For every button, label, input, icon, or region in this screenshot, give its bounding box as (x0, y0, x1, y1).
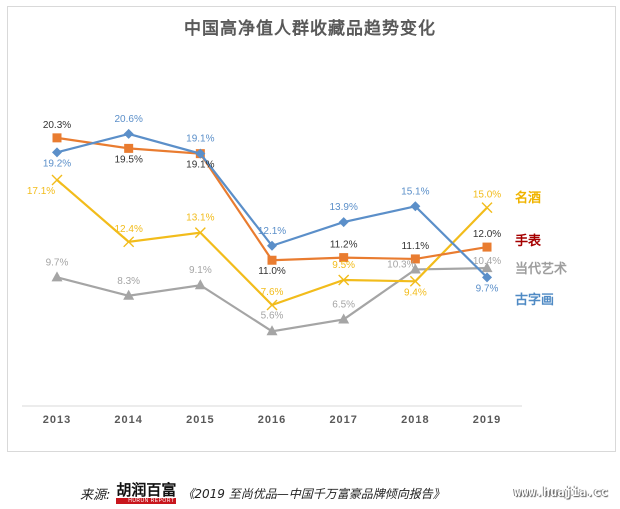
series-当代艺术 (51, 262, 493, 336)
x-tick-label: 2016 (258, 414, 286, 426)
data-point-marker (51, 174, 63, 186)
data-point-marker (409, 275, 421, 287)
hurun-logo-cn: 胡润百富 (116, 480, 177, 499)
data-point-marker (123, 128, 134, 139)
source-prefix: 来源: (80, 487, 111, 503)
data-labels-layer: 9.7% 8.3% 9.1% 5.6% 6.5% 10.3% 10.4% 17.1% 12.4%… (27, 114, 501, 321)
data-point-marker (266, 325, 278, 336)
data-point-marker (194, 279, 206, 290)
data-point-marker (52, 147, 62, 158)
data-point-marker (267, 255, 277, 265)
data-label: 17.1% (27, 186, 55, 197)
data-label: 19.5% (114, 154, 142, 165)
hurun-logo: 胡润百富 HURUN REPORT (116, 480, 177, 504)
data-point-marker (194, 227, 206, 239)
data-label: 9.7% (476, 283, 499, 294)
data-label: 11.1% (402, 241, 430, 252)
legend-item: 古字画 (515, 292, 554, 308)
data-point-marker (410, 201, 421, 212)
data-point-marker (51, 271, 63, 282)
data-label: 9.4% (404, 287, 427, 298)
data-label: 13.9% (330, 202, 358, 213)
data-label: 7.6% (261, 287, 284, 298)
data-label: 5.6% (261, 310, 284, 321)
data-label: 20.6% (114, 114, 142, 125)
data-label: 19.1% (186, 160, 214, 171)
data-point-marker (482, 242, 492, 252)
data-label: 11.2% (330, 240, 358, 251)
data-label: 19.1% (186, 134, 214, 145)
data-point-marker (410, 254, 420, 264)
data-point-marker (124, 143, 134, 153)
data-point-marker (338, 217, 349, 228)
data-label: 10.3% (387, 259, 415, 270)
data-label: 12.1% (258, 226, 286, 237)
data-point-marker (481, 202, 493, 214)
data-point-marker (338, 313, 350, 324)
legend-item: 手表 (515, 233, 542, 249)
data-label: 13.1% (186, 213, 214, 224)
data-label: 9.1% (189, 265, 212, 276)
data-point-marker (339, 253, 349, 263)
data-label: 12.0% (473, 229, 501, 240)
data-point-marker (123, 236, 135, 248)
legend-item: 当代艺术 (515, 261, 567, 277)
series-名酒 (51, 174, 493, 311)
legend-item: 名酒 (515, 190, 541, 206)
data-point-marker (409, 263, 421, 274)
data-point-marker (266, 299, 278, 311)
x-tick-label: 2019 (473, 414, 501, 426)
x-tick-label: 2015 (186, 414, 214, 426)
data-label: 9.5% (332, 260, 355, 271)
data-label: 20.3% (43, 120, 71, 131)
data-point-marker (481, 262, 493, 273)
data-label: 15.0% (473, 190, 501, 201)
data-label: 9.7% (46, 257, 69, 268)
x-tick-label: 2018 (401, 414, 429, 426)
x-axis-ticks: 2013 2014 2015 2016 2017 2018 2019 (43, 414, 501, 426)
data-label: 6.5% (332, 299, 355, 310)
data-point-marker (195, 148, 206, 159)
chart-title: 中国高净值人群收藏品趋势变化 (184, 19, 436, 39)
data-point-marker (338, 274, 350, 286)
data-point-marker (482, 272, 493, 283)
data-point-marker (52, 133, 62, 143)
watermark: www.huajia.cc (514, 485, 608, 499)
data-label: 8.3% (117, 276, 140, 287)
source-caption: 来源: 胡润百富 HURUN REPORT 《2019 至尚优品—中国千万富豪品… (80, 480, 445, 506)
data-point-marker (123, 289, 135, 300)
data-label: 15.1% (401, 186, 429, 197)
data-label: 19.2% (43, 158, 71, 169)
chart-frame (7, 6, 616, 452)
series-layer (51, 128, 493, 336)
hurun-logo-en: HURUN REPORT (116, 497, 177, 504)
source-report-title: 《2019 至尚优品—中国千万富豪品牌倾向报告》 (182, 486, 445, 501)
x-tick-label: 2014 (114, 414, 142, 426)
series-古字画 (52, 128, 493, 283)
x-tick-label: 2013 (43, 414, 71, 426)
data-label: 11.0% (258, 266, 286, 277)
data-point-marker (267, 240, 278, 251)
x-tick-label: 2017 (329, 414, 357, 426)
data-label: 12.4% (114, 224, 142, 235)
series-手表 (52, 133, 492, 265)
data-label: 10.4% (473, 256, 501, 267)
